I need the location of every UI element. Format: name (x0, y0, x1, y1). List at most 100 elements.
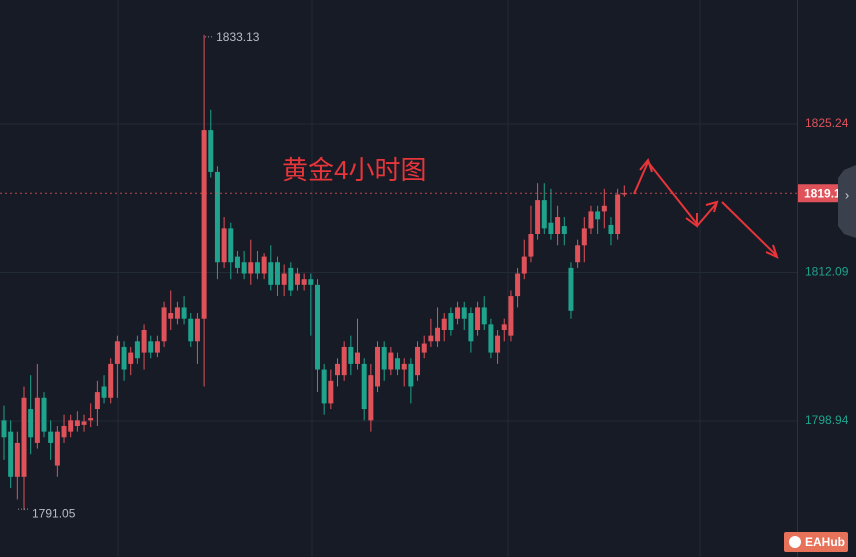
candle-body (241, 262, 247, 274)
candle-body (274, 262, 280, 285)
candle-body (108, 363, 114, 398)
candle-body (335, 363, 340, 376)
watermark-text: EAHub (805, 535, 845, 549)
candle-body (181, 307, 187, 319)
candle-body (128, 352, 134, 364)
candle-body (608, 224, 614, 235)
time-grid (117, 0, 701, 557)
candle-body (188, 318, 194, 342)
arrow-path (721, 201, 778, 257)
candle-body (541, 200, 547, 229)
candle-body (455, 307, 461, 319)
candle-body (388, 352, 394, 370)
candle-body (428, 335, 434, 342)
candle-body (248, 262, 254, 274)
candle-body (381, 346, 387, 370)
candles (1, 34, 627, 511)
candle-body (495, 335, 501, 353)
candle-body (328, 380, 334, 404)
candle-body (555, 217, 561, 235)
candle-body (134, 341, 140, 359)
candle-body (161, 307, 167, 342)
candle-body (535, 200, 541, 235)
candle-body (148, 341, 154, 353)
candle-body (435, 327, 441, 342)
candle-body (294, 273, 300, 285)
candle-body (201, 130, 207, 319)
candle-body (408, 363, 414, 387)
watermark-box (784, 532, 848, 552)
candle-body (415, 346, 421, 376)
candle-body (174, 307, 180, 319)
candle-body (1, 420, 7, 438)
candle-body (41, 397, 47, 432)
candle-body (54, 431, 60, 466)
candle-body (588, 211, 594, 229)
candle-body (288, 267, 294, 291)
candle-body (114, 341, 120, 364)
candle-body (88, 418, 94, 421)
candle-body (28, 409, 34, 438)
candle-body (228, 228, 234, 263)
candle-body (154, 341, 160, 353)
candle-body (521, 256, 527, 274)
candle-body (141, 329, 147, 353)
candle-body (61, 425, 67, 438)
y-tick-label: 1798.94 (805, 413, 849, 427)
candle-body (581, 228, 587, 246)
candle-body (348, 346, 354, 364)
candle-body (615, 194, 621, 235)
candle-body (548, 222, 554, 235)
candle-body (395, 358, 401, 370)
candle-body (528, 234, 534, 257)
candle-body (14, 442, 20, 477)
candle-body (314, 284, 320, 370)
candle-body (375, 346, 381, 387)
candle-body (561, 226, 567, 235)
candle-body (208, 130, 214, 172)
candle-body (501, 324, 507, 330)
forecast-arrows (633, 157, 779, 259)
candle-body (481, 307, 487, 325)
price-grid (0, 123, 797, 422)
y-tick-label: 1825.24 (805, 116, 849, 130)
candle-body (448, 313, 454, 330)
watermark: EAHub (784, 532, 848, 552)
candle-body (461, 307, 467, 319)
candle-body (121, 346, 127, 370)
candle-body (421, 343, 427, 353)
candle-body (341, 346, 347, 376)
tab (838, 165, 856, 238)
candle-body (468, 313, 474, 342)
candle-body (368, 375, 374, 421)
candle-body (94, 392, 100, 410)
candle-body (168, 313, 174, 319)
candle-body (488, 324, 494, 353)
candle-body (48, 431, 54, 443)
candle-body (441, 318, 447, 330)
candle-body (68, 420, 74, 432)
candle-body (355, 352, 361, 364)
high-label: 1833.13 (216, 30, 260, 44)
watermark-logo (789, 536, 801, 548)
candle-body (74, 420, 80, 426)
candle-body (308, 279, 314, 285)
candle-body (254, 262, 260, 274)
low-label: 1791.05 (32, 506, 76, 520)
candle-body (34, 397, 40, 443)
candle-body (81, 421, 87, 425)
candle-body (595, 211, 601, 220)
y-tick-label: 1812.09 (805, 265, 849, 279)
candle-body (361, 363, 367, 410)
candle-body (281, 273, 287, 285)
candle-body (21, 397, 27, 477)
candle-body (475, 307, 481, 330)
arrow-path (696, 203, 717, 227)
candle-body (301, 279, 307, 285)
tab-icon: › (845, 187, 849, 202)
candle-body (214, 171, 220, 263)
candle-body (508, 296, 514, 336)
candle-body (101, 386, 107, 398)
